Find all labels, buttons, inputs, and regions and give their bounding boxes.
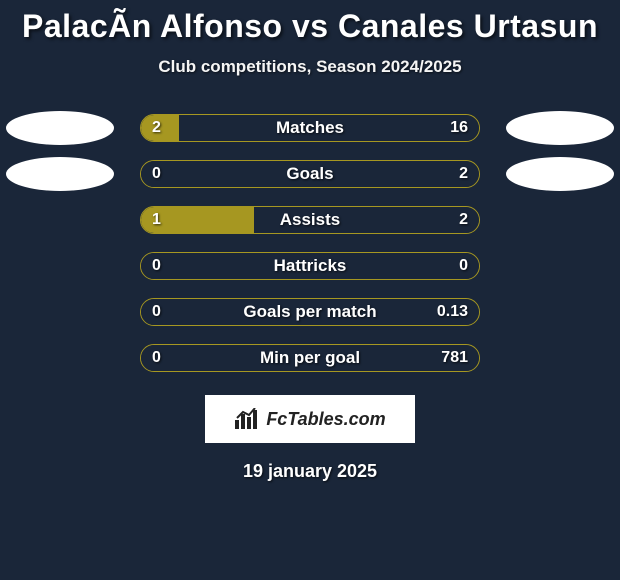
left-slot bbox=[0, 157, 140, 191]
stat-row: Matches2 16 bbox=[0, 105, 620, 151]
player-avatar-left bbox=[6, 111, 114, 145]
stat-value-left: 1 bbox=[152, 206, 161, 234]
stat-label: Matches bbox=[140, 114, 480, 142]
stat-value-right: 16 bbox=[450, 114, 468, 142]
player-avatar-right bbox=[506, 111, 614, 145]
chart-icon bbox=[234, 408, 260, 430]
stat-label: Hattricks bbox=[140, 252, 480, 280]
stats-list: Matches216Goals02Assists12Hattricks00Goa… bbox=[0, 105, 620, 381]
stat-value-right: 0 bbox=[459, 252, 468, 280]
date-label: 19 january 2025 bbox=[0, 461, 620, 482]
stat-bar: Assists1 2 bbox=[140, 206, 480, 234]
stat-row: Hattricks0 0 bbox=[0, 243, 620, 289]
left-slot bbox=[0, 203, 140, 237]
stat-value-left: 0 bbox=[152, 160, 161, 188]
stat-value-left: 0 bbox=[152, 252, 161, 280]
stat-label: Goals bbox=[140, 160, 480, 188]
left-slot bbox=[0, 341, 140, 375]
stat-label: Assists bbox=[140, 206, 480, 234]
right-slot bbox=[480, 295, 620, 329]
stat-row: Goals0 2 bbox=[0, 151, 620, 197]
right-slot bbox=[480, 111, 620, 145]
comparison-card: PalacÃ­n Alfonso vs Canales Urtasun Club… bbox=[0, 0, 620, 580]
stat-row: Assists1 2 bbox=[0, 197, 620, 243]
left-slot bbox=[0, 111, 140, 145]
right-slot bbox=[480, 249, 620, 283]
stat-value-left: 2 bbox=[152, 114, 161, 142]
player-avatar-right bbox=[506, 157, 614, 191]
player-avatar-left bbox=[6, 157, 114, 191]
stat-row: Goals per match0 0.13 bbox=[0, 289, 620, 335]
left-slot bbox=[0, 249, 140, 283]
subtitle: Club competitions, Season 2024/2025 bbox=[0, 57, 620, 77]
stat-bar: Goals0 2 bbox=[140, 160, 480, 188]
stat-value-left: 0 bbox=[152, 344, 161, 372]
right-slot bbox=[480, 341, 620, 375]
stat-bar: Hattricks0 0 bbox=[140, 252, 480, 280]
stat-value-right: 0.13 bbox=[437, 298, 468, 326]
stat-label: Min per goal bbox=[140, 344, 480, 372]
page-title: PalacÃ­n Alfonso vs Canales Urtasun bbox=[0, 8, 620, 45]
brand-badge[interactable]: FcTables.com bbox=[205, 395, 415, 443]
stat-value-left: 0 bbox=[152, 298, 161, 326]
stat-value-right: 2 bbox=[459, 160, 468, 188]
stat-row: Min per goal0 781 bbox=[0, 335, 620, 381]
stat-value-right: 2 bbox=[459, 206, 468, 234]
left-slot bbox=[0, 295, 140, 329]
stat-bar: Matches2 16 bbox=[140, 114, 480, 142]
stat-value-right: 781 bbox=[441, 344, 468, 372]
right-slot bbox=[480, 157, 620, 191]
right-slot bbox=[480, 203, 620, 237]
brand-text: FcTables.com bbox=[266, 409, 385, 430]
stat-bar: Goals per match0 0.13 bbox=[140, 298, 480, 326]
stat-label: Goals per match bbox=[140, 298, 480, 326]
stat-bar: Min per goal0 781 bbox=[140, 344, 480, 372]
